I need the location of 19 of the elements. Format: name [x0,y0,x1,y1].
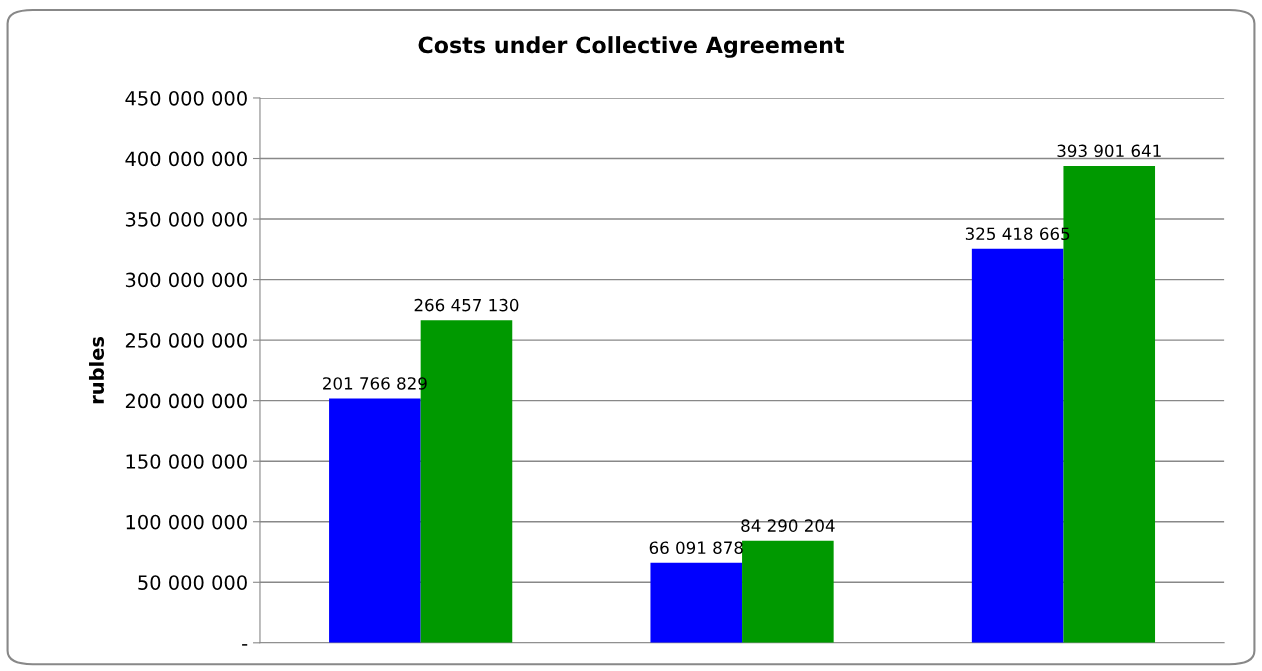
data-label: 393 901 641 [1057,144,1161,158]
bar [742,540,834,643]
chart-title: Costs under Collective Agreement [418,36,845,58]
y-tick-label: - [242,644,248,646]
y-tick-label: 150 000 000 [126,454,247,469]
y-axis-title: rubles [88,336,105,404]
y-tick-label: 200 000 000 [125,393,247,409]
y-tick-label: 400 000 000 [125,151,247,167]
y-tick-label: 350 000 000 [125,212,247,227]
y-tick-label: 250 000 000 [125,333,247,348]
data-label: 84 290 204 [741,519,835,532]
y-tick-label: 100 000 000 [126,514,247,530]
bar [650,562,743,643]
y-tick-label: 50 000 000 [138,575,247,590]
bar [971,248,1064,643]
y-tick-label: 300 000 000 [125,272,247,288]
y-tick-label: 450 000 000 [125,90,247,106]
data-label: 266 457 130 [414,298,519,312]
bar [329,398,421,643]
